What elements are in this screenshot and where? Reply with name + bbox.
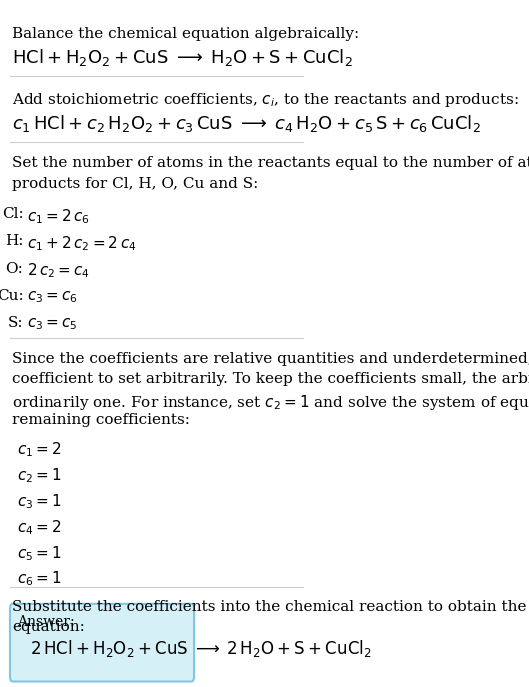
Text: remaining coefficients:: remaining coefficients: (12, 413, 190, 427)
Text: Add stoichiometric coefficients, $c_i$, to the reactants and products:: Add stoichiometric coefficients, $c_i$, … (12, 91, 519, 109)
Text: products for Cl, H, O, Cu and S:: products for Cl, H, O, Cu and S: (12, 177, 259, 190)
Text: $c_1\,\mathrm{HCl} + c_2\,\mathrm{H_2O_2} + c_3\,\mathrm{CuS} \;\longrightarrow\: $c_1\,\mathrm{HCl} + c_2\,\mathrm{H_2O_2… (12, 113, 481, 134)
Text: Balance the chemical equation algebraically:: Balance the chemical equation algebraica… (12, 27, 360, 41)
Text: $2\,\mathrm{HCl} + \mathrm{H_2O_2} + \mathrm{CuS} \;\longrightarrow\; 2\,\mathrm: $2\,\mathrm{HCl} + \mathrm{H_2O_2} + \ma… (30, 638, 372, 659)
Text: S:: S: (8, 316, 23, 330)
Text: $c_1 + 2\,c_2 = 2\,c_4$: $c_1 + 2\,c_2 = 2\,c_4$ (28, 234, 137, 254)
FancyBboxPatch shape (10, 604, 194, 682)
Text: $c_3 = c_5$: $c_3 = c_5$ (28, 316, 78, 332)
Text: $c_3 = 1$: $c_3 = 1$ (17, 492, 62, 510)
Text: $2\,c_2 = c_4$: $2\,c_2 = c_4$ (28, 262, 90, 280)
Text: H:: H: (5, 234, 23, 249)
Text: equation:: equation: (12, 620, 85, 634)
Text: $c_6 = 1$: $c_6 = 1$ (17, 570, 62, 589)
Text: $c_5 = 1$: $c_5 = 1$ (17, 544, 62, 563)
Text: Set the number of atoms in the reactants equal to the number of atoms in the: Set the number of atoms in the reactants… (12, 156, 529, 170)
Text: $c_4 = 2$: $c_4 = 2$ (17, 518, 62, 537)
Text: ordinarily one. For instance, set $c_2 = 1$ and solve the system of equations fo: ordinarily one. For instance, set $c_2 =… (12, 392, 529, 412)
Text: $\mathrm{HCl} + \mathrm{H_2O_2} + \mathrm{CuS} \;\longrightarrow\; \mathrm{H_2O}: $\mathrm{HCl} + \mathrm{H_2O_2} + \mathr… (12, 47, 353, 68)
Text: $c_1 = 2$: $c_1 = 2$ (17, 440, 62, 459)
Text: $c_1 = 2\,c_6$: $c_1 = 2\,c_6$ (28, 207, 90, 226)
Text: Answer:: Answer: (17, 615, 75, 629)
Text: Cl:: Cl: (2, 207, 23, 221)
Text: $c_3 = c_6$: $c_3 = c_6$ (28, 289, 78, 304)
Text: O:: O: (5, 262, 23, 275)
Text: Substitute the coefficients into the chemical reaction to obtain the balanced: Substitute the coefficients into the che… (12, 600, 529, 613)
Text: coefficient to set arbitrarily. To keep the coefficients small, the arbitrary va: coefficient to set arbitrarily. To keep … (12, 372, 529, 386)
Text: Since the coefficients are relative quantities and underdetermined, choose a: Since the coefficients are relative quan… (12, 352, 529, 365)
Text: $c_2 = 1$: $c_2 = 1$ (17, 466, 62, 485)
Text: Cu:: Cu: (0, 289, 23, 303)
